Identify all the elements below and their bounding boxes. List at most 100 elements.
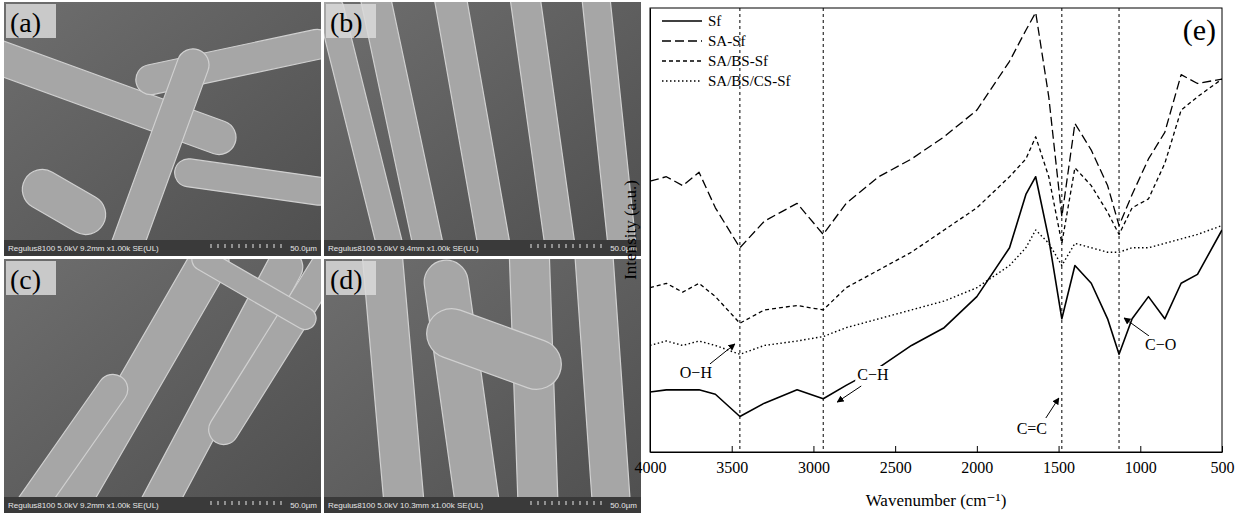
reference-line: [823, 8, 824, 452]
x-tick: 500: [1211, 446, 1235, 476]
x-axis: 4000350030002500200015001000500: [635, 446, 1235, 476]
info-bar: [4, 240, 321, 256]
annotation-arrow: [1124, 318, 1149, 336]
scale-bar-tick: [566, 244, 567, 248]
x-tick-label: 500: [1211, 459, 1235, 476]
sem-panel: (d)Regulus8100 5.0kV 10.3mm x1.00k SE(UL…: [324, 228, 641, 518]
scale-bar-tick: [531, 501, 532, 505]
scale-bar-tick: [538, 501, 539, 505]
x-tick-label: 2500: [880, 459, 912, 476]
scale-bar-tick: [580, 244, 581, 248]
x-tick: 3000: [798, 446, 830, 476]
x-tick: 1000: [1125, 446, 1157, 476]
y-axis: [650, 9, 651, 453]
series-line: [650, 226, 1222, 355]
plot-frame: [650, 8, 1222, 452]
fibre: [188, 259, 320, 334]
legend: SfSA-SfSA/BS-SfSA/BS/CS-Sf: [662, 13, 791, 89]
annotation-patch: [855, 366, 891, 383]
legend-swatch: [662, 60, 702, 61]
x-tick-label: 1000: [1125, 459, 1157, 476]
plot-area: [650, 8, 1222, 452]
sem-panel: (c)Regulus8100 5.0kV 9.2mm x1.00k SE(UL)…: [0, 234, 345, 518]
series-line: [650, 177, 1222, 417]
scale-bar-label: 50.0µm: [290, 501, 317, 510]
scale-bar-tick: [601, 244, 602, 248]
panel-label: (b): [330, 7, 363, 38]
x-tick-mark: [1059, 446, 1060, 452]
annotation-patch: [1015, 420, 1049, 437]
scale-bar-tick: [559, 501, 560, 505]
scale-bar-tick: [587, 501, 588, 505]
annotation-arrow: [1046, 398, 1059, 418]
sem-info: Regulus8100 5.0kV 9.2mm x1.00k SE(UL): [8, 244, 159, 253]
fibre: [430, 2, 517, 256]
sem-info: Regulus8100 5.0kV 9.2mm x1.00k SE(UL): [8, 501, 159, 510]
scale-bar-label: 50.0µm: [290, 244, 317, 253]
y-axis-title: Intensity (a.u.): [621, 180, 640, 280]
fibre: [574, 259, 634, 513]
fibre: [15, 162, 113, 242]
x-tick-mark: [732, 446, 733, 452]
x-tick: 1500: [1043, 446, 1075, 476]
annotation-arrow: [837, 386, 861, 402]
x-tick-label: 3500: [716, 459, 748, 476]
fibre: [173, 157, 321, 207]
label-patch: [326, 261, 376, 295]
scale-bar-tick: [573, 501, 574, 505]
scale-bar-tick: [281, 244, 282, 248]
x-tick-mark: [813, 446, 814, 452]
scale-bar-tick: [601, 501, 602, 505]
reference-line: [1061, 8, 1062, 452]
annotation-arrow: [710, 344, 735, 364]
x-tick-mark: [977, 446, 978, 452]
label-patch: [6, 261, 56, 295]
scale-bar-tick: [239, 244, 240, 248]
x-tick-mark: [1140, 446, 1141, 452]
scale-bar-label: 50.0µm: [610, 501, 637, 510]
legend-label: Sf: [708, 13, 721, 29]
info-bar: [324, 497, 641, 513]
annotation-patch: [1143, 336, 1178, 353]
fibre: [4, 368, 134, 513]
scale-bar-tick: [260, 501, 261, 505]
figure-svg: (a)Regulus8100 5.0kV 9.2mm x1.00k SE(UL)…: [0, 0, 1246, 518]
legend-swatch: [662, 20, 702, 22]
scale-bar-tick: [225, 501, 226, 505]
scale-bar-tick: [274, 501, 275, 505]
scale-bar-tick: [531, 244, 532, 248]
scale-bar-tick: [281, 501, 282, 505]
scale-bar-tick: [239, 501, 240, 505]
annotation-label: C−H: [857, 366, 889, 383]
sem-panel: (b) Regulus8100 5.0kV 9.4mm x1.00k SE(UL)…: [315, 0, 641, 293]
x-tick-mark: [895, 446, 896, 452]
scale-bar-tick: [594, 244, 595, 248]
scale-bar-tick: [274, 244, 275, 248]
scale-bar-tick: [587, 244, 588, 248]
scale-bar-tick: [594, 501, 595, 505]
sem-image: [4, 2, 321, 256]
scale-bar-tick: [211, 244, 212, 248]
legend-label: SA/BS-Sf: [708, 53, 768, 69]
scale-bar-tick: [246, 501, 247, 505]
scale-bar-tick: [246, 244, 247, 248]
scale-bar-tick: [260, 244, 261, 248]
fibre: [421, 259, 506, 513]
x-tick-label: 3000: [798, 459, 830, 476]
scale-bar-tick: [573, 244, 574, 248]
scale-bar-tick: [538, 244, 539, 248]
fibre: [360, 259, 428, 513]
annotation-patch: [678, 364, 715, 381]
x-tick: 2500: [880, 446, 912, 476]
sem-image: [324, 2, 641, 256]
label-patch: [6, 4, 56, 38]
annotation-label: C−O: [1145, 336, 1176, 353]
annotation-label: O−H: [680, 364, 713, 381]
scale-bar-tick: [225, 244, 226, 248]
info-bar: [4, 497, 321, 513]
x-tick-mark: [1222, 446, 1223, 452]
scale-bar-tick: [253, 501, 254, 505]
fibre: [95, 44, 214, 256]
scale-bar-tick: [559, 244, 560, 248]
sem-info: Regulus8100 5.0kV 9.4mm x1.00k SE(UL): [328, 244, 479, 253]
